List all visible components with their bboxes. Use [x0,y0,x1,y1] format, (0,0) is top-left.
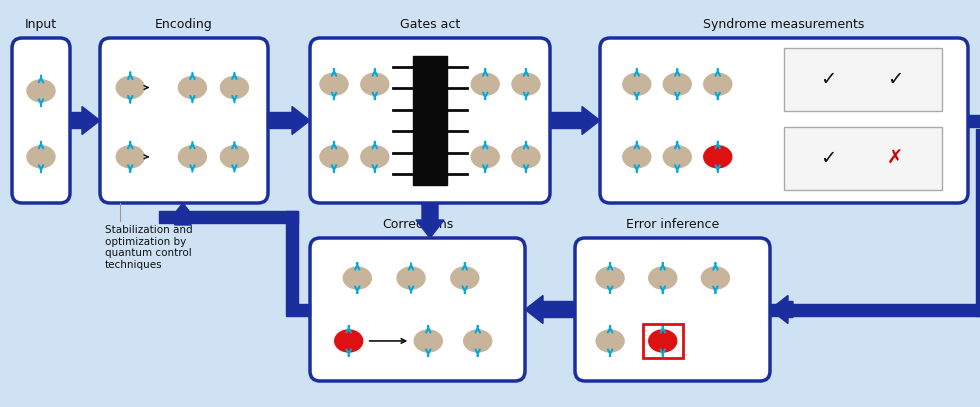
Ellipse shape [471,146,499,168]
Bar [784,48,942,111]
Text: Encoding: Encoding [155,18,213,31]
Ellipse shape [397,267,425,289]
Bar [286,211,298,304]
Ellipse shape [117,77,144,98]
Bar [968,114,980,127]
Polygon shape [416,203,444,238]
Ellipse shape [178,77,207,98]
Polygon shape [70,107,100,134]
Ellipse shape [663,146,691,168]
Polygon shape [169,203,197,225]
FancyBboxPatch shape [12,38,70,203]
Polygon shape [268,107,310,134]
Ellipse shape [596,330,624,352]
Text: Error inference: Error inference [626,218,719,231]
Polygon shape [525,295,575,324]
Ellipse shape [415,330,442,352]
Ellipse shape [512,73,540,95]
Ellipse shape [663,73,691,95]
Ellipse shape [451,267,479,289]
Ellipse shape [320,73,348,95]
Ellipse shape [704,146,732,168]
Ellipse shape [343,267,371,289]
Bar [159,211,298,223]
Text: Corrections: Corrections [382,218,453,231]
Text: ✗: ✗ [887,149,903,168]
Text: ✓: ✓ [887,70,903,89]
Ellipse shape [704,73,732,95]
Text: Syndrome measurements: Syndrome measurements [704,18,864,31]
Ellipse shape [178,146,207,168]
Ellipse shape [649,330,677,352]
FancyBboxPatch shape [100,38,268,203]
Ellipse shape [471,73,499,95]
Ellipse shape [623,73,651,95]
FancyBboxPatch shape [310,238,525,381]
Ellipse shape [623,146,651,168]
Text: Gates act: Gates act [400,18,461,31]
Ellipse shape [117,146,144,168]
Ellipse shape [27,146,55,168]
Text: ✓: ✓ [820,149,837,168]
Text: Stabilization and
optimization by
quantum control
techniques: Stabilization and optimization by quantu… [105,225,193,270]
FancyBboxPatch shape [600,38,968,203]
Ellipse shape [335,330,363,352]
Bar [976,129,980,315]
Text: ✓: ✓ [820,70,837,89]
Ellipse shape [464,330,492,352]
Bar [770,304,980,315]
Ellipse shape [512,146,540,168]
Text: Input: Input [24,18,57,31]
Ellipse shape [220,77,248,98]
Bar [286,304,310,315]
Bar [414,56,447,185]
Ellipse shape [27,80,55,102]
Bar [643,324,683,358]
Ellipse shape [320,146,348,168]
Ellipse shape [649,267,677,289]
Polygon shape [550,107,600,134]
Ellipse shape [361,146,389,168]
Polygon shape [770,295,793,324]
Ellipse shape [361,73,389,95]
Bar [784,127,942,190]
Ellipse shape [702,267,729,289]
FancyBboxPatch shape [310,38,550,203]
FancyBboxPatch shape [575,238,770,381]
Ellipse shape [220,146,248,168]
Ellipse shape [596,267,624,289]
